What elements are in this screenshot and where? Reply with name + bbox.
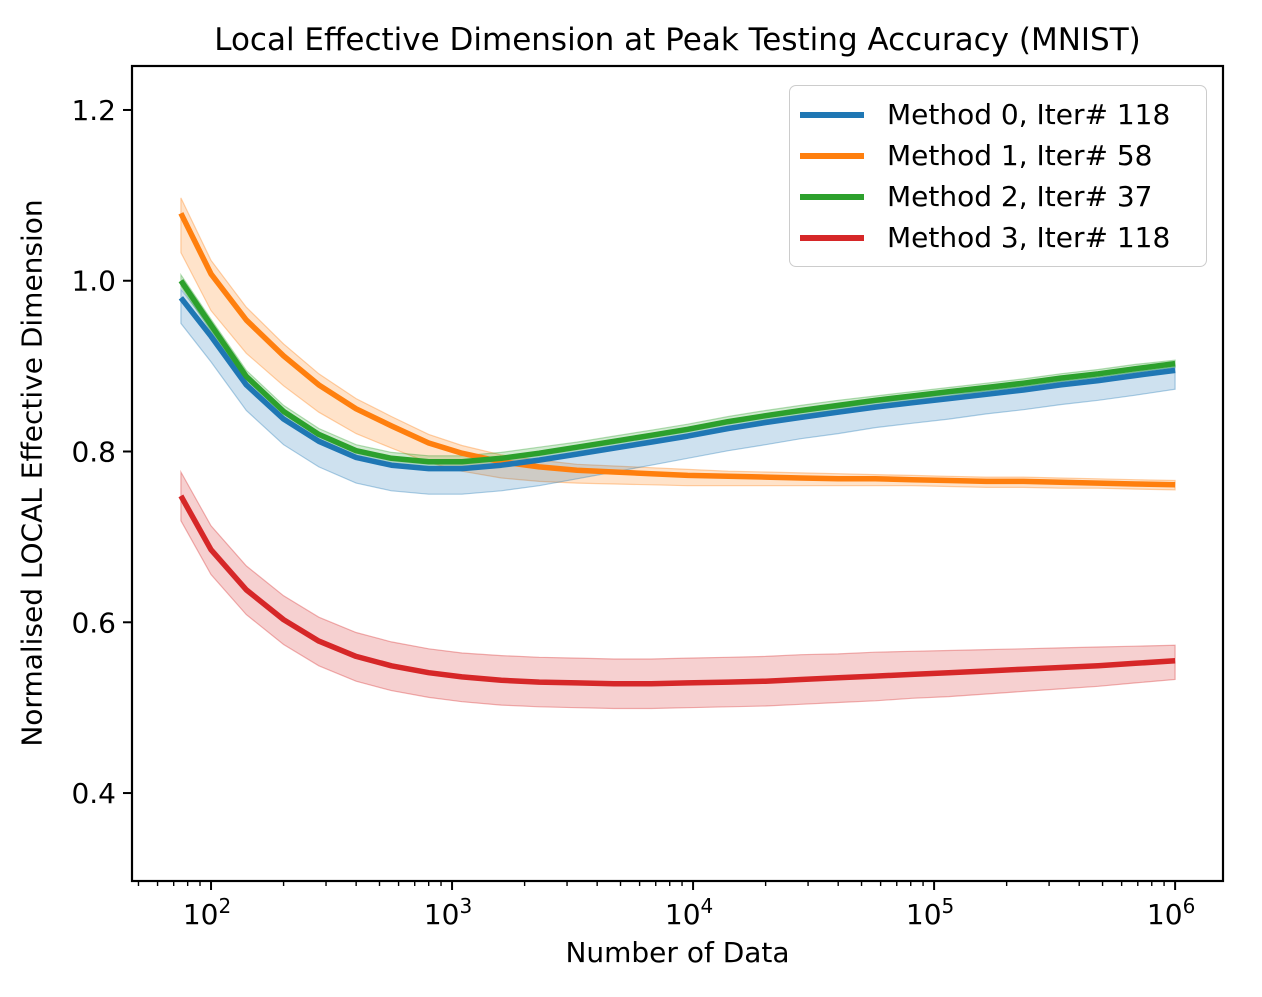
x-tick-label: 103 [424, 894, 472, 931]
x-tick-label: 106 [1147, 894, 1195, 931]
legend-label: Method 1, Iter# 58 [887, 138, 1153, 172]
series-line-method-1 [178, 212, 1176, 488]
legend-label: Method 2, Iter# 37 [887, 179, 1153, 213]
plot-border [130, 64, 1225, 883]
legend-entry: Method 2, Iter# 37 [800, 176, 1196, 217]
series-line-method-2 [178, 279, 1176, 465]
confidence-band-method-3 [180, 469, 1176, 710]
series-line-method-3 [178, 494, 1176, 687]
legend-line-sample [800, 152, 864, 159]
legend-entry: Method 0, Iter# 118 [800, 94, 1196, 135]
y-tick-label: 0.4 [71, 777, 116, 810]
series-line-method-0 [178, 296, 1176, 472]
legend-line-sample [800, 111, 864, 118]
chart-title: Local Effective Dimension at Peak Testin… [214, 22, 1141, 58]
y-tick-label: 1.2 [71, 94, 116, 127]
y-tick-label: 0.8 [71, 436, 116, 469]
legend-line-sample [800, 193, 864, 200]
legend-entry: Method 3, Iter# 118 [800, 217, 1196, 258]
x-tick-label: 102 [183, 894, 231, 931]
legend-label: Method 0, Iter# 118 [887, 97, 1171, 131]
legend: Method 0, Iter# 118 Method 1, Iter# 58 M… [789, 85, 1207, 267]
legend-entry: Method 1, Iter# 58 [800, 135, 1196, 176]
y-tick-label: 1.0 [71, 265, 116, 298]
x-tick-label: 104 [665, 894, 713, 931]
x-axis-label: Number of Data [565, 936, 790, 969]
legend-label: Method 3, Iter# 118 [887, 220, 1171, 254]
x-tick-label: 105 [906, 894, 954, 931]
legend-line-sample [800, 234, 864, 241]
y-tick-label: 0.6 [71, 606, 116, 639]
y-axis-label: Normalised LOCAL Effective Dimension [15, 199, 49, 747]
